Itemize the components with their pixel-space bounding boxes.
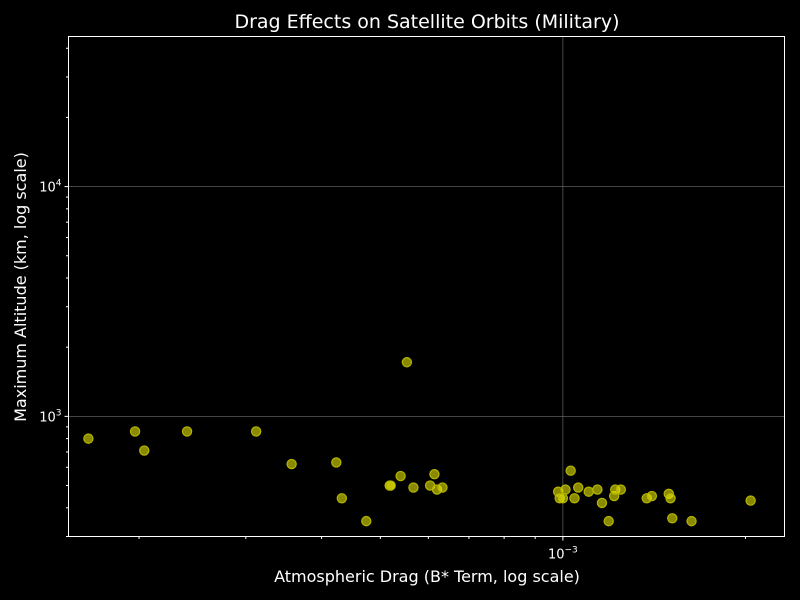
data-point [592, 484, 603, 495]
data-point [557, 493, 569, 504]
data-point [361, 515, 372, 527]
data-point [250, 426, 262, 437]
data-point [286, 458, 297, 470]
data-point [667, 513, 678, 524]
minor-ticks [66, 47, 746, 539]
data-point [603, 515, 614, 527]
data-point [331, 457, 342, 468]
y-tick-label: 103 [39, 408, 61, 425]
data-point [181, 426, 193, 437]
data-point [129, 426, 141, 437]
data-point [83, 433, 94, 444]
plot-frame [68, 36, 785, 537]
data-point [596, 497, 608, 509]
data-point [646, 490, 658, 502]
y-tick-label: 104 [39, 179, 62, 196]
data-point [336, 493, 348, 504]
grid-lines [68, 36, 785, 537]
data-point [745, 495, 756, 506]
data-point [686, 515, 697, 527]
data-point [615, 484, 626, 495]
data-point [429, 469, 440, 480]
data-point [569, 493, 580, 504]
data-point [139, 445, 150, 456]
chart-title: Drag Effects on Satellite Orbits (Milita… [234, 11, 619, 33]
data-point [395, 470, 406, 482]
data-point [385, 480, 396, 491]
data-point [573, 482, 584, 493]
x-axis-label: Atmospheric Drag (B* Term, log scale) [274, 567, 580, 586]
data-point [583, 486, 594, 497]
data-point [437, 482, 448, 493]
data-point [401, 357, 413, 368]
x-tick-label: 10−3 [548, 546, 578, 563]
data-point [565, 465, 576, 476]
major-ticks: 10−3 103 104 [39, 179, 578, 563]
y-axis-label: Maximum Altitude (km, log scale) [11, 152, 30, 422]
data-point [665, 493, 676, 504]
data-points [83, 357, 756, 527]
data-point [408, 482, 419, 493]
data-point [560, 484, 571, 495]
